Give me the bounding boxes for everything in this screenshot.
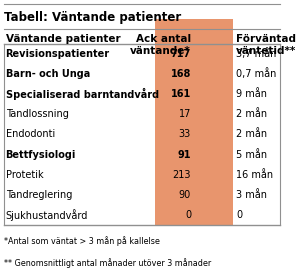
Text: Ack antal
väntande*: Ack antal väntande*: [130, 34, 191, 56]
Text: Tabell: Väntande patienter: Tabell: Väntande patienter: [4, 11, 181, 24]
Text: 717: 717: [171, 49, 191, 59]
Text: Förväntad
väntetid**: Förväntad väntetid**: [236, 34, 296, 56]
FancyBboxPatch shape: [155, 18, 233, 225]
Text: Tandlossning: Tandlossning: [5, 109, 69, 119]
Text: 2 mån: 2 mån: [236, 130, 267, 140]
Text: 90: 90: [179, 190, 191, 200]
Text: 2 mån: 2 mån: [236, 109, 267, 119]
Text: Endodonti: Endodonti: [5, 130, 55, 140]
Text: 16 mån: 16 mån: [236, 170, 273, 180]
Text: 168: 168: [171, 69, 191, 79]
Text: Revisionspatienter: Revisionspatienter: [5, 49, 110, 59]
Text: 0: 0: [185, 210, 191, 220]
Text: Barn- och Unga: Barn- och Unga: [5, 69, 90, 79]
Text: Väntande patienter: Väntande patienter: [5, 34, 120, 44]
Text: 3 mån: 3 mån: [236, 190, 267, 200]
Text: Sjukhustandvård: Sjukhustandvård: [5, 209, 88, 221]
Text: 161: 161: [171, 89, 191, 99]
Text: 17: 17: [179, 109, 191, 119]
Text: 33: 33: [179, 130, 191, 140]
Text: 3,7 mån: 3,7 mån: [236, 48, 276, 59]
Text: Bettfysiologi: Bettfysiologi: [5, 150, 76, 160]
Text: 213: 213: [173, 170, 191, 180]
Text: 0,7 mån: 0,7 mån: [236, 68, 276, 79]
Text: Specialiserad barntandvård: Specialiserad barntandvård: [5, 88, 159, 100]
Text: Tandreglering: Tandreglering: [5, 190, 72, 200]
Text: 5 mån: 5 mån: [236, 150, 267, 160]
Text: 0: 0: [236, 210, 242, 220]
Text: Protetik: Protetik: [5, 170, 43, 180]
Text: 91: 91: [178, 150, 191, 160]
Text: ** Genomsnittligt antal månader utöver 3 månader: ** Genomsnittligt antal månader utöver 3…: [4, 258, 211, 268]
Text: *Antal som väntat > 3 mån på kallelse: *Antal som väntat > 3 mån på kallelse: [4, 236, 160, 246]
Text: 9 mån: 9 mån: [236, 89, 267, 99]
